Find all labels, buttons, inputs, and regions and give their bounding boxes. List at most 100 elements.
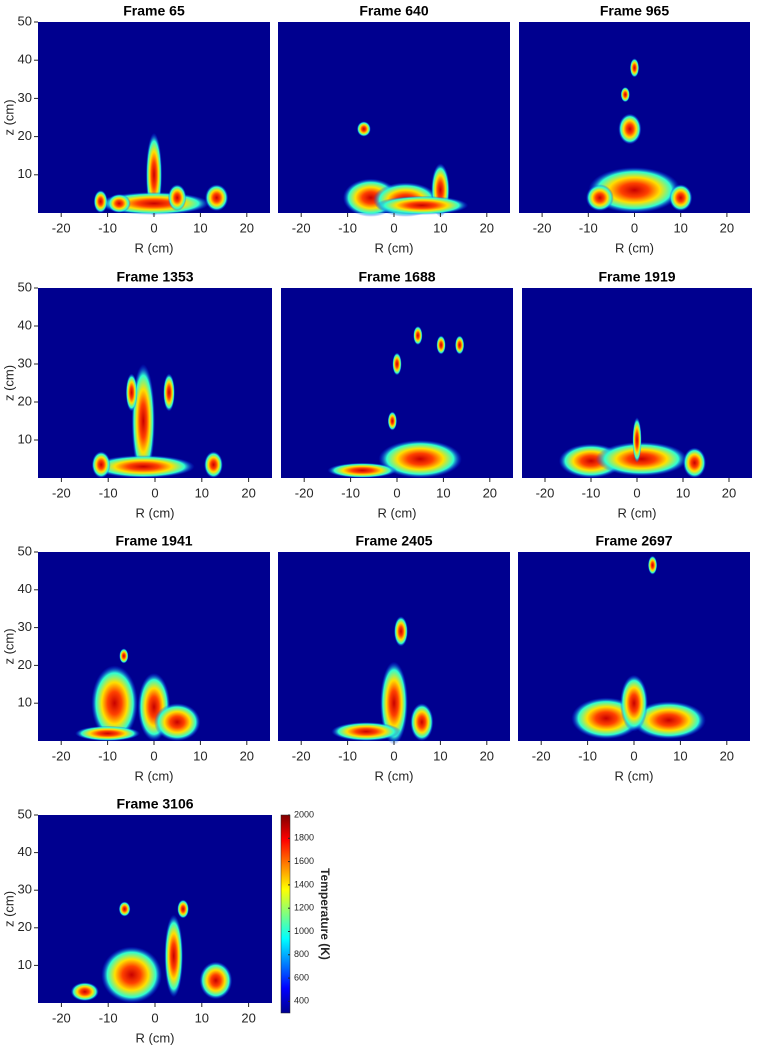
panel-title: Frame 1688 — [358, 269, 435, 285]
x-tick-label: -10 — [99, 1010, 118, 1025]
colorbar — [280, 814, 291, 1014]
x-tick-label: 10 — [433, 220, 447, 235]
y-tick-label: 30 — [18, 882, 32, 897]
x-tick-label: 0 — [390, 748, 397, 763]
flame-shape — [629, 58, 640, 78]
x-tick-label: 10 — [433, 748, 447, 763]
colorbar-tick-label: 400 — [294, 996, 309, 1006]
flame-shape — [93, 190, 108, 213]
x-tick-label: 0 — [150, 748, 157, 763]
x-tick-label: -10 — [578, 748, 597, 763]
colorbar-tick-label: 1600 — [294, 856, 314, 866]
colorbar-tick-label: 600 — [294, 972, 309, 982]
flame-shape — [455, 335, 465, 355]
colorbar-tick-label: 1000 — [294, 926, 314, 936]
panel-title: Frame 1919 — [598, 269, 675, 285]
flame-shape — [375, 195, 469, 215]
x-axis-label: R (cm) — [136, 505, 175, 520]
x-tick-label: -20 — [532, 748, 551, 763]
panel-title: Frame 65 — [123, 3, 185, 19]
x-tick-label: -20 — [536, 485, 555, 500]
x-tick-label: 20 — [720, 220, 734, 235]
x-tick-label: 10 — [193, 220, 207, 235]
flame-shape — [585, 184, 614, 212]
x-tick-label: 0 — [393, 485, 400, 500]
y-tick-label: 40 — [18, 52, 32, 67]
flame-shape — [410, 703, 434, 741]
flame-shape — [177, 899, 189, 919]
x-tick-label: -10 — [99, 485, 118, 500]
flame-shape — [620, 674, 648, 732]
y-tick-label: 50 — [18, 13, 32, 28]
x-axis-label: R (cm) — [378, 505, 417, 520]
panel-title: Frame 3106 — [116, 796, 193, 812]
x-tick-label: -10 — [579, 220, 598, 235]
colorbar-tick-label: 1400 — [294, 879, 314, 889]
y-tick-label: 10 — [18, 695, 32, 710]
flame-shape — [167, 184, 187, 212]
flame-shape — [101, 946, 163, 1003]
x-tick-label: -20 — [533, 220, 552, 235]
flame-shape — [205, 184, 229, 212]
x-axis-label: R (cm) — [375, 240, 414, 255]
x-axis-label: R (cm) — [375, 768, 414, 783]
x-axis-label: R (cm) — [615, 240, 654, 255]
flame-shape — [91, 455, 195, 478]
x-tick-label: -10 — [582, 485, 601, 500]
y-axis-label: z (cm) — [1, 628, 16, 664]
x-tick-label: 20 — [483, 485, 497, 500]
y-tick-label: 50 — [18, 543, 32, 558]
x-tick-label: 10 — [436, 485, 450, 500]
flame-shape — [392, 352, 402, 376]
flame-shape — [669, 184, 693, 212]
colorbar-tick-label: 1800 — [294, 833, 314, 843]
x-tick-label: 0 — [631, 220, 638, 235]
flame-shape — [327, 462, 398, 478]
flame-shape — [631, 701, 706, 740]
x-tick-label: -20 — [52, 220, 71, 235]
y-tick-label: 50 — [18, 279, 32, 294]
x-tick-label: 20 — [240, 748, 254, 763]
y-tick-label: 20 — [18, 657, 32, 672]
x-axis-label: R (cm) — [135, 240, 174, 255]
x-tick-label: -20 — [292, 220, 311, 235]
y-tick-label: 30 — [18, 355, 32, 370]
flame-shape — [125, 373, 138, 412]
x-tick-label: 20 — [720, 748, 734, 763]
flame-shape — [131, 364, 155, 478]
panel-title: Frame 640 — [359, 3, 428, 19]
panel-title: Frame 2405 — [355, 533, 432, 549]
x-tick-label: 10 — [676, 485, 690, 500]
x-tick-label: -10 — [341, 485, 360, 500]
x-axis-label: R (cm) — [618, 505, 657, 520]
flame-shape — [413, 326, 423, 345]
y-axis-label: z (cm) — [1, 365, 16, 401]
heatmap-background — [278, 22, 510, 213]
x-tick-label: -20 — [52, 748, 71, 763]
flame-shape — [356, 121, 371, 137]
y-tick-label: 10 — [18, 957, 32, 972]
x-tick-label: 0 — [151, 1010, 158, 1025]
x-tick-label: -10 — [98, 748, 117, 763]
x-tick-label: 10 — [195, 1010, 209, 1025]
flame-shape — [387, 411, 397, 431]
x-tick-label: -10 — [338, 220, 357, 235]
heatmap-background — [38, 288, 272, 478]
panel-title: Frame 965 — [600, 3, 669, 19]
y-axis-label: z (cm) — [1, 99, 16, 135]
y-tick-label: 30 — [18, 619, 32, 634]
flame-shape — [683, 447, 706, 478]
x-tick-label: 10 — [193, 748, 207, 763]
x-tick-label: -20 — [52, 1010, 71, 1025]
flame-shape — [595, 441, 688, 477]
y-tick-label: 20 — [18, 128, 32, 143]
flame-shape — [91, 451, 111, 479]
x-tick-label: 20 — [241, 1010, 255, 1025]
flame-shape — [119, 648, 129, 664]
y-tick-label: 40 — [18, 317, 32, 332]
flame-shape — [75, 725, 141, 741]
y-tick-label: 30 — [18, 90, 32, 105]
x-tick-label: 0 — [630, 748, 637, 763]
x-tick-label: 20 — [480, 220, 494, 235]
